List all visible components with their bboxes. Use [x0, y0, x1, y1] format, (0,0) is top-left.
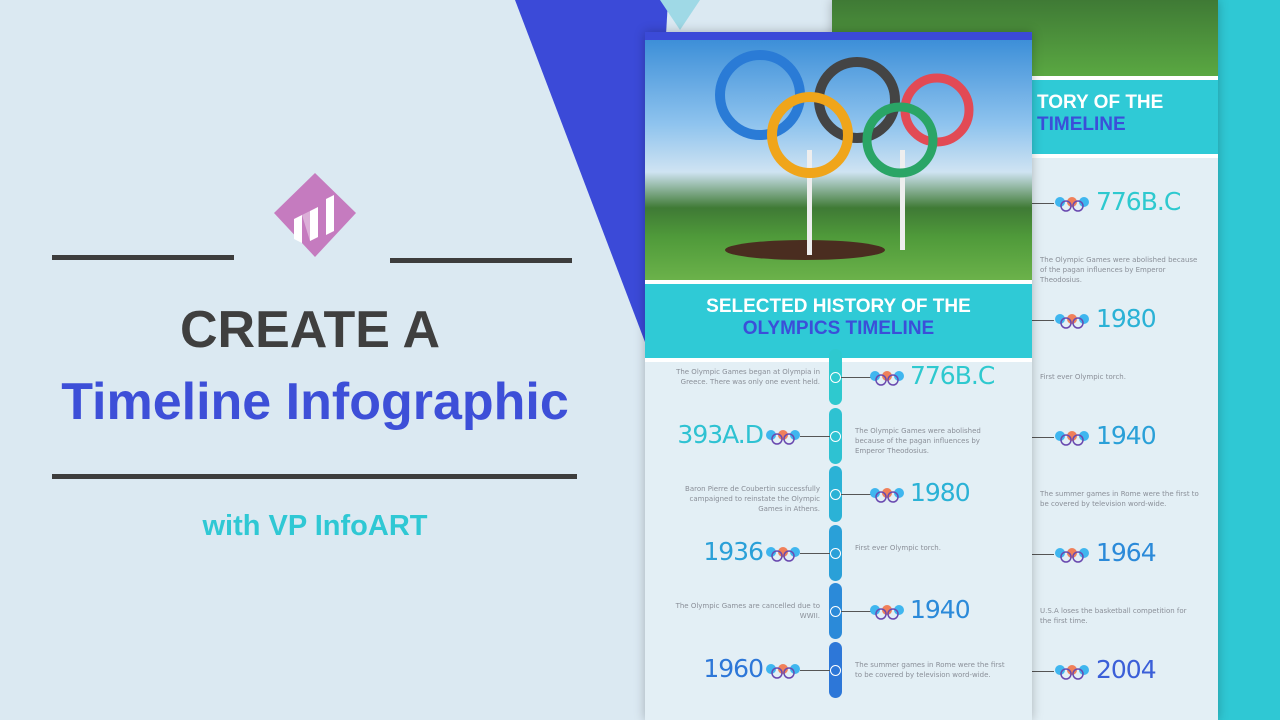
olympic-rings-icon: [1054, 664, 1090, 680]
event-year: 776B.C: [910, 361, 995, 390]
olympic-rings-icon: [869, 604, 905, 620]
divider: [390, 258, 572, 263]
olympic-rings-icon: [1054, 313, 1090, 329]
olympic-rings-photo: [645, 40, 1032, 280]
divider: [52, 474, 577, 479]
olympic-rings-icon: [1054, 547, 1090, 563]
front-title-line1: SELECTED HISTORY OF THE: [706, 296, 971, 317]
connector: [800, 435, 830, 437]
olympic-rings-icon: [715, 50, 974, 260]
timeline-node: [830, 547, 841, 559]
event-year: 1940: [1096, 421, 1157, 450]
event-text: Baron Pierre de Coubertin successfully c…: [685, 485, 820, 513]
event-year: 1936: [703, 536, 764, 566]
hero-subtitle: with VP InfoART: [202, 510, 428, 542]
olympic-rings-icon: [765, 663, 801, 679]
timeline-node: [830, 664, 841, 676]
timeline-node: [830, 372, 841, 383]
connector: [1032, 554, 1054, 555]
teal-side-bar: [1218, 0, 1280, 720]
connector: [841, 611, 871, 612]
event-text: The summer games in Rome were the first …: [1040, 490, 1199, 508]
back-title-line1: TORY OF THE: [1037, 92, 1164, 113]
connector: [1032, 671, 1054, 672]
infographic-front-preview: SELECTED HISTORY OF THE OLYMPICS TIMELIN…: [645, 32, 1032, 720]
event-text: The Olympic Games are cancelled due to W…: [675, 602, 820, 620]
olympic-rings-icon: [765, 546, 801, 562]
connector: [800, 552, 830, 554]
event-year: 2004: [1096, 655, 1157, 684]
event-year: 393A.D: [677, 419, 764, 449]
event-year: 1940: [910, 595, 971, 624]
connector: [841, 377, 871, 378]
hero-title-line2: Timeline Infographic: [61, 373, 569, 431]
back-title-line2: TIMELINE: [1037, 114, 1126, 135]
olympic-rings-icon: [1054, 430, 1090, 446]
connector: [1032, 203, 1054, 204]
event-year: 1960: [703, 653, 764, 683]
event-year: 776B.C: [1096, 187, 1181, 216]
front-title-line2: OLYMPICS TIMELINE: [742, 318, 935, 339]
connector: [800, 669, 830, 671]
connector: [1032, 320, 1054, 321]
hero-title-line1: CREATE A: [180, 301, 440, 359]
olympic-rings-icon: [1054, 196, 1090, 212]
event-year: 1980: [910, 478, 971, 507]
olympic-rings-icon: [869, 370, 905, 386]
event-text: The Olympic Games were abolished because…: [855, 426, 981, 455]
olympic-rings-icon: [765, 429, 801, 445]
bar-chart-diamond-icon: [274, 173, 356, 257]
event-text: The Olympic Games were abolished because…: [1040, 256, 1198, 284]
timeline-node: [830, 606, 841, 617]
event-year: 1980: [1096, 304, 1157, 333]
connector: [1032, 437, 1054, 438]
event-text: U.S.A loses the basketball competition f…: [1040, 607, 1187, 625]
timeline-node: [830, 430, 841, 442]
event-text: The Olympic Games began at Olympia in Gr…: [676, 368, 820, 386]
connector: [841, 494, 871, 495]
timeline-node: [830, 489, 841, 500]
olympic-rings-icon: [869, 487, 905, 503]
event-text: First ever Olympic torch.: [855, 543, 941, 552]
event-text: First ever Olympic torch.: [1040, 373, 1126, 381]
event-year: 1964: [1096, 538, 1157, 567]
divider: [52, 255, 234, 260]
event-text: The summer games in Rome were the first …: [855, 660, 1005, 679]
